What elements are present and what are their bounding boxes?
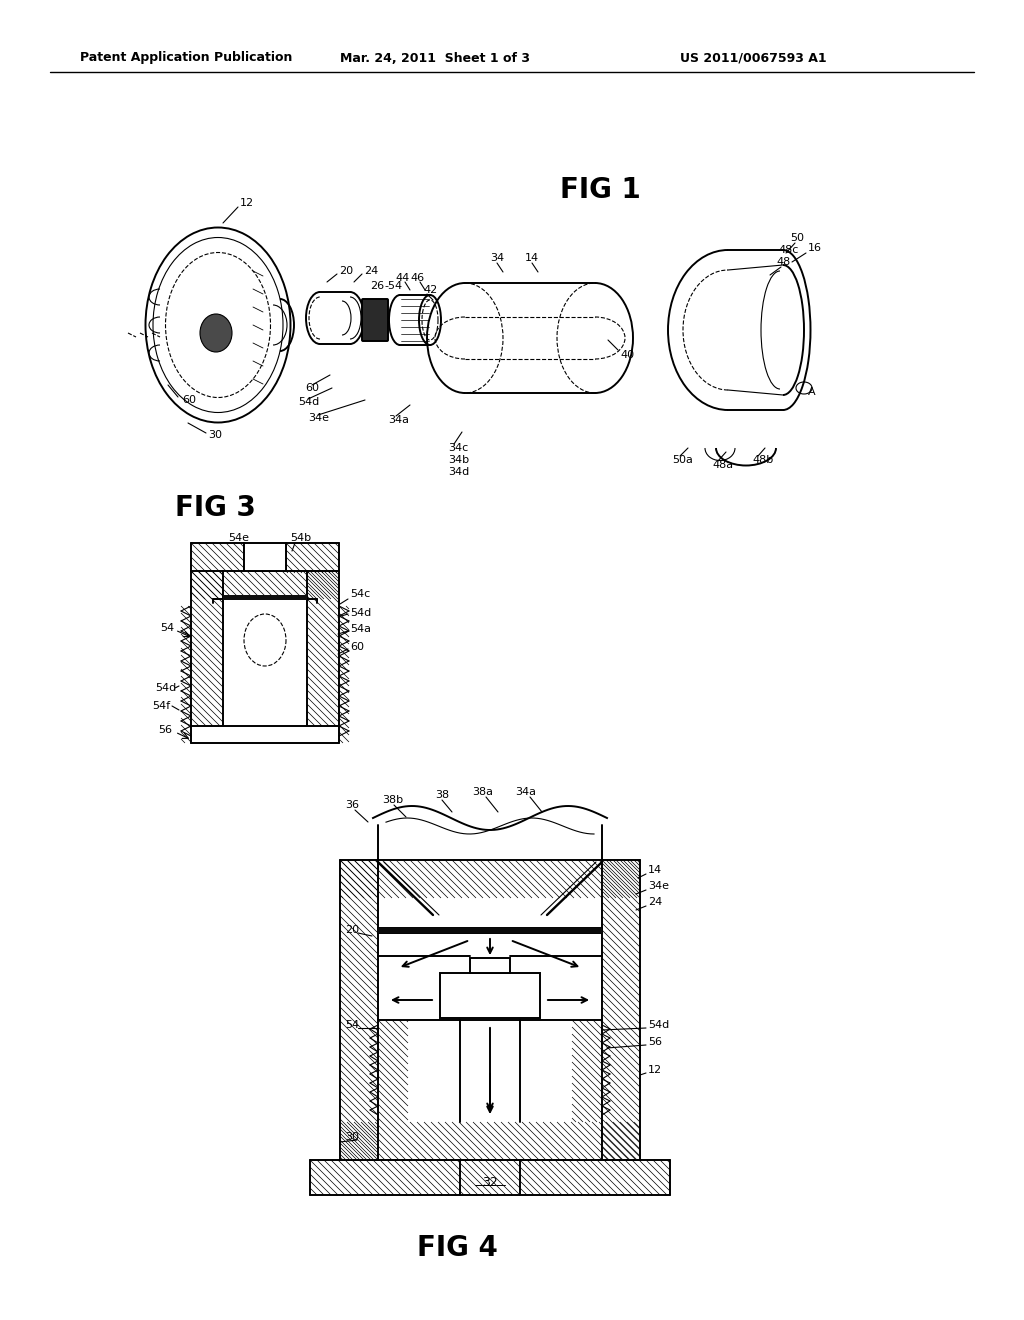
Bar bbox=[378, 928, 602, 933]
Text: 34d: 34d bbox=[449, 467, 469, 477]
Text: 54: 54 bbox=[160, 623, 174, 634]
Text: 60: 60 bbox=[182, 395, 196, 405]
Text: Mar. 24, 2011  Sheet 1 of 3: Mar. 24, 2011 Sheet 1 of 3 bbox=[340, 51, 530, 65]
Text: 34e: 34e bbox=[308, 413, 329, 422]
Text: 30: 30 bbox=[345, 1133, 359, 1142]
Text: Patent Application Publication: Patent Application Publication bbox=[80, 51, 293, 65]
Text: 48: 48 bbox=[776, 257, 791, 267]
Text: 34a: 34a bbox=[515, 787, 536, 797]
Text: 32: 32 bbox=[482, 1176, 498, 1188]
Text: FIG 4: FIG 4 bbox=[417, 1234, 498, 1262]
Text: 50a: 50a bbox=[672, 455, 693, 465]
Text: 40: 40 bbox=[620, 350, 634, 360]
Text: FIG 1: FIG 1 bbox=[560, 176, 641, 205]
Text: 54d: 54d bbox=[298, 397, 319, 407]
Text: 14: 14 bbox=[648, 865, 663, 875]
Text: 46: 46 bbox=[410, 273, 424, 282]
Text: 14: 14 bbox=[525, 253, 539, 263]
Bar bbox=[470, 958, 510, 973]
Text: 42: 42 bbox=[423, 285, 437, 294]
Text: -54: -54 bbox=[384, 281, 402, 290]
Text: 12: 12 bbox=[648, 1065, 663, 1074]
Bar bbox=[244, 543, 286, 572]
Bar bbox=[191, 572, 339, 726]
Text: 34e: 34e bbox=[648, 880, 669, 891]
Text: 56: 56 bbox=[648, 1038, 662, 1047]
Bar bbox=[223, 595, 307, 601]
Text: 44: 44 bbox=[395, 273, 410, 282]
Text: 26: 26 bbox=[370, 281, 384, 290]
Text: 50: 50 bbox=[790, 234, 804, 243]
Text: 24: 24 bbox=[364, 267, 378, 276]
Bar bbox=[176, 536, 354, 756]
Text: 20: 20 bbox=[339, 267, 353, 276]
Text: 34: 34 bbox=[490, 253, 504, 263]
Text: 34a: 34a bbox=[388, 414, 409, 425]
Text: 20: 20 bbox=[345, 925, 359, 935]
Text: 38b: 38b bbox=[382, 795, 403, 805]
Text: A: A bbox=[808, 387, 816, 397]
Text: 54b: 54b bbox=[290, 533, 311, 543]
Text: 54a: 54a bbox=[350, 624, 371, 634]
Text: 16: 16 bbox=[808, 243, 822, 253]
Text: 24: 24 bbox=[648, 898, 663, 907]
FancyBboxPatch shape bbox=[362, 300, 388, 341]
Text: 60: 60 bbox=[350, 642, 364, 652]
Text: FIG 3: FIG 3 bbox=[175, 494, 256, 521]
Text: 38: 38 bbox=[435, 789, 450, 800]
Bar bbox=[440, 973, 540, 1018]
Text: 54f: 54f bbox=[152, 701, 170, 711]
Text: 54d: 54d bbox=[350, 609, 372, 618]
Text: 56: 56 bbox=[158, 725, 172, 735]
Text: 34c: 34c bbox=[449, 444, 468, 453]
Text: 34b: 34b bbox=[449, 455, 469, 465]
Text: 54: 54 bbox=[345, 1020, 359, 1030]
Text: 54c: 54c bbox=[350, 589, 371, 599]
Text: 60: 60 bbox=[305, 383, 319, 393]
Text: 54d: 54d bbox=[648, 1020, 670, 1030]
Text: 36: 36 bbox=[345, 800, 359, 810]
Text: 12: 12 bbox=[240, 198, 254, 209]
Text: 38a: 38a bbox=[472, 787, 493, 797]
Text: 48a: 48a bbox=[712, 459, 733, 470]
Text: 48b: 48b bbox=[752, 455, 773, 465]
Text: US 2011/0067593 A1: US 2011/0067593 A1 bbox=[680, 51, 826, 65]
Text: 54d: 54d bbox=[155, 682, 176, 693]
Ellipse shape bbox=[200, 314, 232, 352]
Text: 30: 30 bbox=[208, 430, 222, 440]
Text: 54e: 54e bbox=[228, 533, 249, 543]
Text: 48c: 48c bbox=[778, 246, 799, 255]
